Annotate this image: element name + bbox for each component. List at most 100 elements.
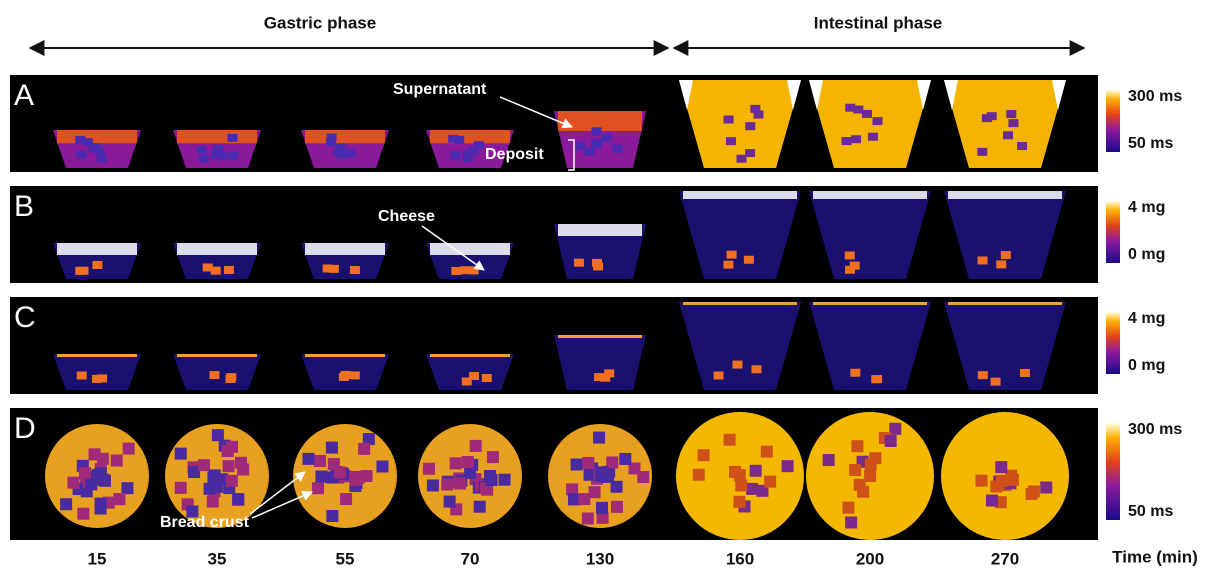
gastric-label: Gastric phase [264, 13, 376, 32]
crust [865, 459, 877, 471]
particle [850, 262, 860, 270]
particle [77, 372, 87, 380]
particle [199, 155, 209, 163]
crust [358, 443, 370, 455]
particle [723, 261, 733, 269]
crust [975, 475, 987, 487]
mri-image [293, 424, 397, 528]
crust [698, 449, 710, 461]
particle [991, 378, 1001, 386]
annotation-deposit: Deposit [485, 146, 544, 163]
mri-image [426, 354, 514, 390]
particle [845, 104, 855, 112]
crust [637, 471, 649, 483]
colorbar-min: 0 mg [1128, 246, 1165, 263]
crust [334, 466, 346, 478]
particle [724, 116, 734, 124]
time-label: 55 [336, 549, 355, 568]
supernatant [57, 130, 137, 143]
particle [850, 369, 860, 377]
time-axis-label: Time (min) [1112, 547, 1198, 566]
crust [464, 467, 476, 479]
particle [482, 374, 492, 382]
mri-image [301, 354, 389, 390]
particle [727, 251, 737, 259]
fat-layer [683, 302, 797, 305]
particle [462, 154, 472, 162]
crust [593, 432, 605, 444]
crust [693, 469, 705, 481]
particle [744, 256, 754, 264]
mri-image [173, 243, 261, 279]
colorbar-max: 300 ms [1128, 421, 1182, 438]
particle [584, 148, 594, 156]
mri-image [806, 412, 934, 540]
crust [207, 496, 219, 508]
crust [450, 457, 462, 469]
colorbar [1106, 201, 1120, 263]
particle [1001, 251, 1011, 259]
crust [499, 474, 511, 486]
crust [1040, 481, 1052, 493]
crust [823, 454, 835, 466]
fat-layer [177, 243, 257, 255]
crust [232, 493, 244, 505]
crust [851, 440, 863, 452]
crust [111, 454, 123, 466]
crust [746, 483, 758, 495]
colorbar [1106, 90, 1120, 152]
particle [592, 141, 602, 149]
crust [595, 470, 607, 482]
particle [350, 371, 360, 379]
crust [487, 451, 499, 463]
particle [574, 259, 584, 267]
crust [589, 486, 601, 498]
particle [868, 133, 878, 141]
colorbar [1106, 312, 1120, 374]
mri-image [173, 130, 261, 168]
particle [92, 261, 102, 269]
particle [333, 148, 343, 156]
fat-layer [948, 302, 1062, 305]
particle [977, 148, 987, 156]
particle [851, 135, 861, 143]
crust [761, 446, 773, 458]
particle [978, 256, 988, 264]
particle [451, 267, 461, 275]
particle [872, 117, 882, 125]
crust [441, 479, 453, 491]
annotation-supernatant: Supernatant [393, 81, 487, 98]
crust [314, 455, 326, 467]
crust [849, 464, 861, 476]
particle [226, 375, 236, 383]
crust [842, 502, 854, 514]
particle [341, 371, 351, 379]
particle [845, 251, 855, 259]
mri-image [548, 424, 652, 528]
crust [427, 479, 439, 491]
particle [203, 263, 213, 271]
mri-image [165, 424, 269, 528]
time-label: 160 [726, 549, 754, 568]
colorbar-max: 4 mg [1128, 199, 1165, 216]
crust [782, 460, 794, 472]
particle [745, 149, 755, 157]
particle [751, 365, 761, 373]
fat-layer [683, 191, 797, 199]
panel-background [10, 186, 1098, 283]
fat-layer [558, 224, 642, 236]
mri-image [554, 224, 646, 279]
figure: Gastric phase Intestinal phase A300 ms50… [0, 0, 1211, 572]
time-label: 200 [856, 549, 884, 568]
crust [77, 508, 89, 520]
particle [326, 138, 336, 146]
panel-letter: A [14, 79, 34, 112]
crust [212, 429, 224, 441]
fat-layer [305, 243, 385, 255]
crust [312, 482, 324, 494]
particle [592, 259, 602, 267]
particle [228, 152, 238, 160]
crust [423, 463, 435, 475]
crust [764, 476, 776, 488]
